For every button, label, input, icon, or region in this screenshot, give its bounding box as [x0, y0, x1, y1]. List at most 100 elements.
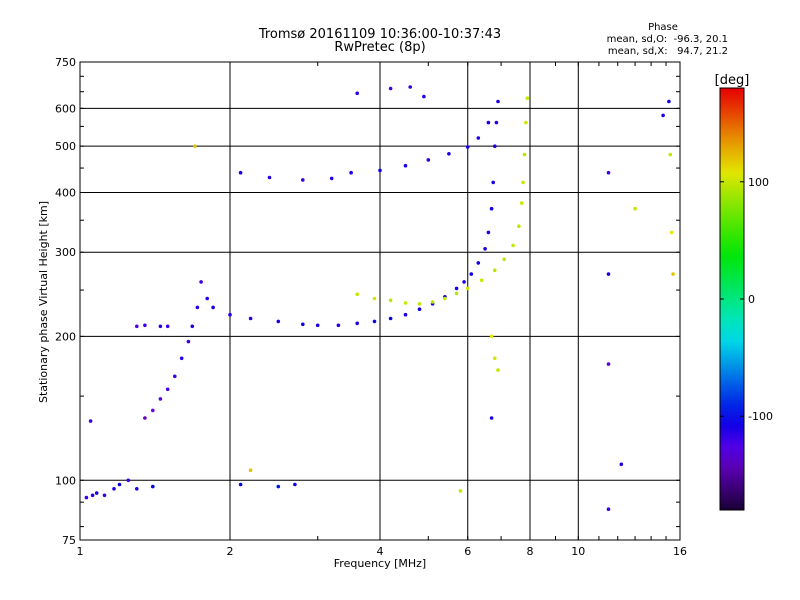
data-point-s4-14 [408, 85, 413, 89]
data-point-s3-11 [502, 257, 507, 262]
data-point-s5-16 [496, 368, 500, 372]
data-point-s1-10 [179, 356, 184, 361]
data-point-s4-11 [486, 120, 491, 125]
data-point-s5-4 [606, 507, 611, 512]
data-point-s5-14 [489, 334, 494, 339]
data-point-s2-7 [355, 321, 360, 326]
data-point-s1-12 [190, 324, 195, 329]
colorbar-tick-label: 0 [748, 293, 755, 306]
plot-frame [79, 61, 681, 541]
data-point-s1-2 [143, 323, 147, 328]
data-point-s4-12 [355, 91, 360, 96]
data-point-s5-1 [606, 272, 611, 276]
data-point-s0-11 [293, 482, 297, 487]
y-tick-label-75: 75 [62, 534, 76, 547]
data-point-s0-3 [102, 493, 107, 498]
data-point-s1-4 [165, 324, 170, 329]
data-point-s3-13 [517, 224, 521, 228]
data-point-s1-8 [165, 387, 170, 392]
data-point-s0-1 [90, 493, 95, 498]
data-point-s2-16 [469, 272, 474, 276]
data-point-s2-14 [454, 286, 459, 291]
data-point-s2-8 [372, 319, 377, 324]
data-point-s4-8 [447, 152, 451, 156]
data-point-s4-15 [422, 94, 426, 99]
data-point-s5-17 [489, 416, 494, 420]
data-point-s4-9 [465, 145, 470, 149]
colorbar-label: [deg] [715, 73, 750, 88]
data-point-s3-8 [465, 286, 470, 291]
chart-subtitle: RwPretec (8p) [334, 40, 426, 55]
data-point-s1-13 [195, 305, 200, 310]
data-point-s4-6 [403, 163, 408, 168]
phase-stats-title: Phase [648, 22, 678, 33]
data-point-s1-11 [186, 339, 191, 344]
data-point-s3-1 [372, 296, 377, 301]
data-point-s3-12 [511, 243, 515, 248]
data-point-s2-4 [301, 322, 305, 327]
x-axis-label: Frequency [MHz] [334, 557, 426, 570]
data-point-s5-7 [667, 99, 671, 104]
data-point-s3-5 [430, 300, 435, 304]
y-tick-label-500: 500 [55, 140, 76, 153]
data-point-s0-9 [238, 482, 243, 487]
phase-stats: Phase mean, sd,O: -96.3, 20.1 mean, sd,X… [598, 22, 728, 58]
x-tick-label-6: 6 [464, 545, 471, 558]
x-tick-label-16: 16 [673, 545, 687, 558]
phase-stats-o: mean, sd,O: -96.3, 20.1 [606, 34, 728, 45]
data-point-s4-5 [378, 168, 382, 173]
data-point-s0-2 [94, 491, 99, 495]
phase-stats-x: mean, sd,X: 94.7, 21.2 [607, 46, 728, 57]
data-point-s5-2 [606, 362, 611, 366]
data-point-s5-11 [458, 489, 463, 493]
data-point-s4-3 [329, 176, 334, 181]
data-point-s2-6 [336, 323, 341, 328]
data-markers [84, 85, 675, 512]
data-point-s2-17 [476, 261, 481, 265]
data-point-s3-16 [522, 152, 527, 157]
x-tick-label-8: 8 [527, 545, 534, 558]
data-point-s5-8 [668, 152, 673, 157]
chart-title: Tromsø 20161109 10:36:00-10:37:43 [258, 27, 502, 42]
data-point-s1-9 [173, 374, 177, 379]
y-tick-label-400: 400 [55, 186, 76, 199]
data-point-s1-5 [143, 416, 147, 420]
data-point-s4-13 [388, 86, 393, 91]
data-point-s1-1 [135, 324, 139, 329]
data-point-s5-12 [248, 468, 253, 473]
data-point-s5-13 [193, 144, 197, 148]
data-point-s4-10 [476, 136, 481, 140]
data-point-s0-4 [112, 487, 116, 491]
data-point-s3-7 [454, 291, 459, 296]
data-point-s0-0 [84, 495, 89, 500]
data-point-s0-7 [135, 487, 139, 491]
data-point-s1-0 [88, 419, 93, 423]
data-point-s3-0 [355, 292, 360, 297]
y-tick-label-750: 750 [55, 56, 76, 69]
data-point-s3-14 [519, 201, 524, 205]
data-point-s2-22 [493, 144, 497, 148]
y-tick-label-100: 100 [55, 474, 76, 487]
y-tick-label-200: 200 [55, 330, 76, 343]
data-point-s2-19 [486, 230, 491, 235]
data-point-s2-0 [211, 305, 215, 310]
data-point-s2-15 [462, 280, 466, 284]
data-point-s5-3 [619, 462, 624, 467]
data-point-s2-20 [489, 206, 494, 211]
data-point-s2-23 [494, 120, 499, 125]
data-point-s3-9 [479, 278, 484, 283]
colorbar: 100 0 -100 [deg] [715, 73, 773, 511]
data-point-s4-7 [426, 158, 431, 162]
data-point-s3-10 [493, 268, 497, 273]
data-point-s1-7 [158, 397, 163, 401]
data-point-s0-10 [276, 484, 281, 489]
data-point-s3-3 [403, 301, 408, 305]
data-point-s1-3 [158, 324, 163, 329]
x-axis-ticks: 1 2 4 6 8 10 16 [77, 545, 688, 558]
data-point-s2-3 [276, 319, 281, 324]
data-point-s4-2 [301, 178, 305, 182]
data-point-s1-14 [199, 280, 203, 284]
data-point-s4-4 [349, 170, 353, 175]
data-point-s5-9 [669, 230, 674, 235]
